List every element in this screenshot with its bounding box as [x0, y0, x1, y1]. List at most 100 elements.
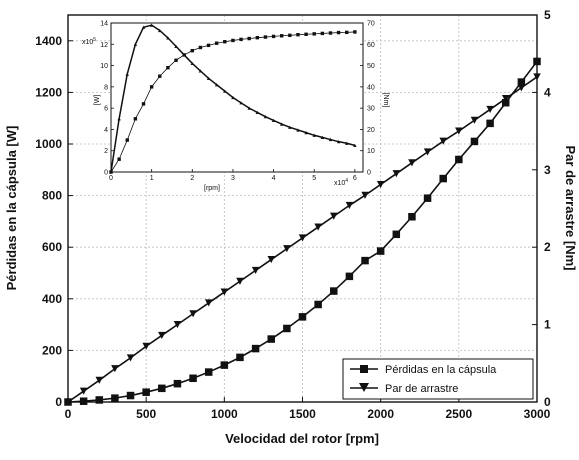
inset-x-tick-label: 5 [312, 175, 316, 182]
inset-data-point-torque [336, 30, 341, 35]
data-point-losses [158, 384, 166, 393]
data-point-losses [376, 247, 385, 255]
y-axis-left-label: Pérdidas en la cápsula [W] [4, 126, 19, 291]
x-tick-label: 1000 [211, 407, 238, 421]
inset-data-point-torque [158, 74, 162, 78]
data-point-torque [142, 342, 150, 350]
inset-y-right-tick-label: 20 [367, 127, 375, 134]
y-left-tick-label: 1200 [35, 85, 62, 99]
data-point-losses [95, 396, 104, 404]
x-tick-label: 2000 [367, 407, 394, 421]
inset-data-point-torque [345, 30, 349, 35]
inset-data-point-torque [328, 31, 333, 35]
data-point-torque [486, 105, 494, 113]
inset-data-point-power [288, 125, 292, 129]
data-point-torque [439, 137, 447, 145]
inset-y-left-tick-label: 10 [100, 63, 108, 70]
data-point-torque [501, 95, 510, 103]
data-point-losses [267, 335, 275, 343]
data-point-torque [220, 288, 229, 296]
inset-data-point-power [328, 137, 333, 142]
legend: Pérdidas en la cápsula Par de arrastre [342, 358, 534, 400]
inset-data-point-power [247, 106, 251, 110]
inset-data-point-torque [206, 43, 211, 48]
inset-data-point-power [263, 115, 268, 119]
data-point-torque [470, 116, 479, 124]
inset-x-axis-label: [rpm] [204, 185, 220, 192]
inset-data-point-torque [312, 32, 316, 36]
inset-data-point-power [117, 117, 121, 121]
inset-data-point-power [141, 25, 146, 29]
data-point-losses [220, 361, 229, 369]
inset-data-point-torque [190, 48, 194, 53]
inset-y-right-tick-label: 10 [367, 148, 375, 155]
inset-data-point-torque [141, 102, 146, 106]
data-point-torque [517, 84, 526, 92]
data-point-losses [251, 344, 260, 353]
data-point-losses [408, 213, 416, 221]
inset-y-right-tick-label: 0 [367, 170, 371, 177]
inset-data-point-power [174, 44, 178, 49]
inset-series-layer [109, 23, 357, 174]
y-right-tick-label: 0 [544, 395, 551, 409]
inset-x-tick-label: 0 [109, 175, 113, 182]
data-point-losses [330, 287, 338, 295]
data-point-torque [95, 376, 104, 384]
data-point-losses [470, 137, 479, 146]
data-point-losses [126, 391, 135, 400]
data-point-torque [189, 310, 197, 318]
data-point-torque [111, 365, 119, 373]
data-point-torque [204, 299, 213, 307]
data-point-torque [455, 127, 463, 135]
inset-data-point-torque [271, 34, 276, 39]
inset-x-tick-label: 3 [231, 175, 235, 182]
inset-x-tick-label: 4 [272, 175, 276, 182]
inset-data-point-power [312, 133, 316, 137]
data-point-torque [126, 354, 135, 362]
inset-data-point-torque [255, 35, 260, 40]
inset-data-point-power [231, 95, 235, 100]
inset-data-point-torque [320, 31, 325, 36]
y-right-tick-label: 1 [544, 318, 551, 332]
legend-box [342, 358, 534, 400]
inset-data-point-power [271, 118, 276, 122]
inset-data-point-power [280, 122, 284, 126]
inset-y-right-tick-label: 40 [367, 84, 375, 91]
data-point-losses [111, 394, 119, 402]
inset-y-right-tick-label: 70 [367, 21, 375, 28]
inset-x-multiplier: x104 [334, 178, 348, 187]
inset-data-point-torque [133, 117, 138, 121]
data-point-torque [158, 331, 166, 339]
y-left-tick-label: 800 [42, 189, 62, 203]
data-point-torque [345, 201, 354, 209]
inset-data-point-power [304, 131, 308, 135]
data-point-torque [236, 277, 244, 285]
data-point-losses [455, 155, 463, 164]
inset-data-point-torque [296, 33, 300, 37]
data-point-torque [267, 256, 275, 264]
inset-x-tick-label: 6 [353, 175, 357, 182]
x-axis-label: Velocidad del rotor [rpm] [225, 431, 379, 446]
x-tick-label: 1500 [289, 407, 316, 421]
inset-data-point-torque [214, 41, 219, 45]
main-ticks: 0 500 1000 1500 2000 2500 30000200400600800100… [35, 8, 551, 421]
y-left-tick-label: 400 [42, 292, 62, 306]
inset-data-point-power [255, 110, 260, 115]
inset-y-right-tick-label: 50 [367, 63, 375, 70]
inset-data-point-torque [263, 35, 268, 39]
data-point-losses [173, 379, 182, 388]
inset-data-point-torque [353, 30, 357, 34]
inset-data-point-torque [166, 66, 170, 70]
x-tick-label: 0 [65, 407, 72, 421]
y-right-tick-label: 4 [544, 85, 551, 99]
inset-data-point-power [320, 135, 325, 140]
data-point-losses [314, 300, 322, 309]
inset-y-right-tick-label: 30 [367, 106, 375, 113]
x-tick-label: 3000 [524, 407, 551, 421]
inset-y-left-tick-label: 6 [104, 106, 108, 113]
inset-data-point-torque [223, 40, 227, 44]
data-point-torque [173, 321, 182, 329]
data-point-torque [376, 180, 385, 189]
